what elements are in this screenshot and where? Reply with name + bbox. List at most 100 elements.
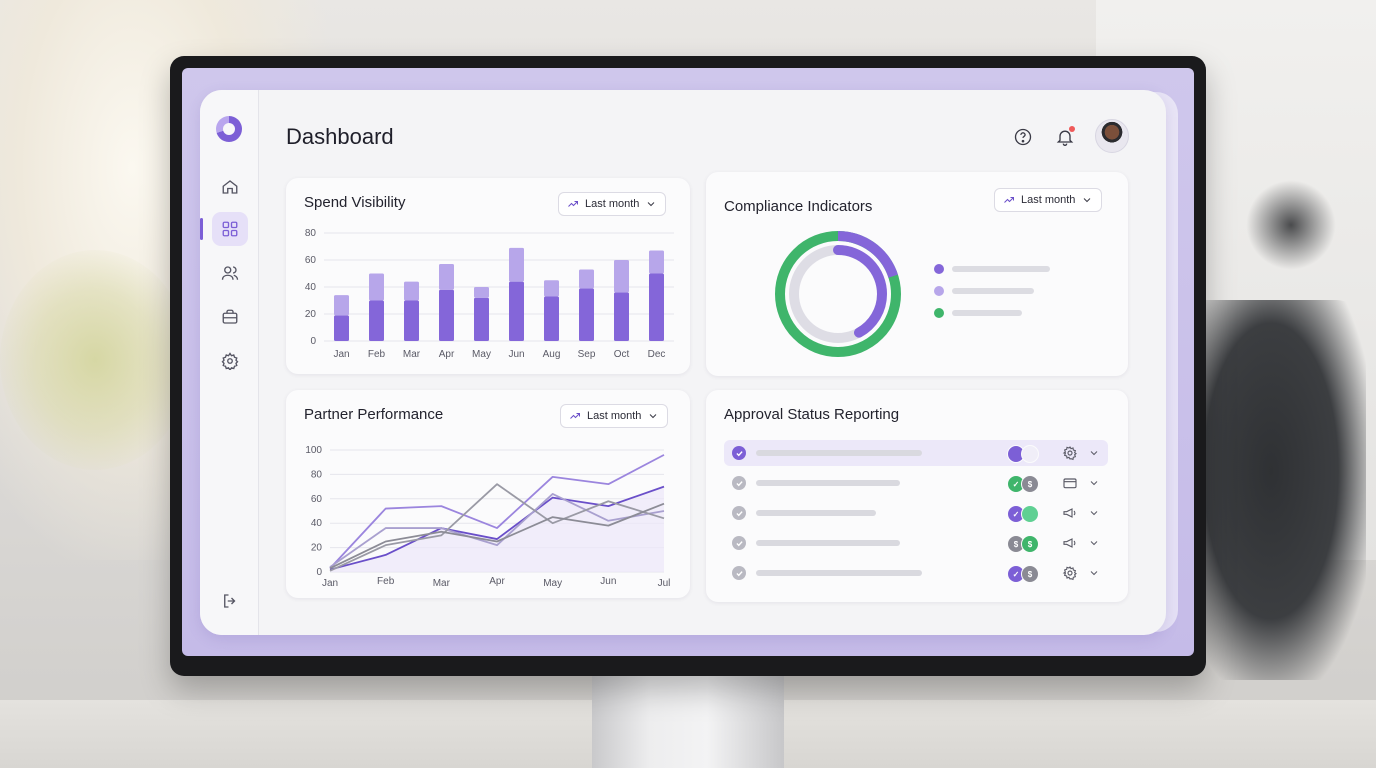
row-placeholder-bar bbox=[756, 450, 922, 456]
x-tick-label: Mar bbox=[403, 349, 421, 360]
x-tick-label: Aug bbox=[543, 349, 561, 360]
bar bbox=[649, 273, 664, 341]
legend-item bbox=[934, 264, 1050, 274]
series-line bbox=[329, 493, 665, 568]
approval-row[interactable]: ✓ bbox=[724, 500, 1108, 526]
y-tick-label: 40 bbox=[305, 282, 317, 293]
chevron-down-icon[interactable] bbox=[1088, 567, 1100, 579]
x-tick-label: Dec bbox=[648, 349, 666, 360]
row-placeholder-bar bbox=[756, 510, 876, 516]
row-placeholder-bar bbox=[756, 540, 900, 546]
checkmark-icon[interactable] bbox=[732, 536, 746, 550]
approval-row[interactable]: ✓ $ bbox=[724, 470, 1108, 496]
active-nav-indicator bbox=[200, 218, 203, 240]
x-tick-label: Feb bbox=[377, 576, 395, 587]
avatar[interactable] bbox=[1095, 119, 1129, 153]
x-tick-label: Jun bbox=[508, 349, 524, 360]
monitor-screen: Dashboard Spend Visibility Last month 0 2… bbox=[182, 68, 1194, 656]
home-icon[interactable] bbox=[212, 170, 248, 204]
series-line bbox=[329, 454, 665, 569]
megaphone-icon[interactable] bbox=[1062, 535, 1078, 551]
bar bbox=[369, 273, 384, 301]
approval-row[interactable]: ✓ $ bbox=[724, 560, 1108, 586]
background-lamp bbox=[1246, 180, 1336, 270]
compliance-donut-chart bbox=[775, 231, 901, 357]
page-title: Dashboard bbox=[286, 124, 394, 149]
approval-status-card: Approval Status Reporting ✓ $ ✓ $ $ ✓ $ bbox=[706, 390, 1128, 602]
outer-ring-accent bbox=[775, 231, 901, 357]
legend-dot bbox=[934, 264, 944, 274]
chevron-down-icon[interactable] bbox=[1088, 537, 1100, 549]
status-badge-icon: $ bbox=[1021, 535, 1039, 553]
status-badges bbox=[1007, 445, 1039, 463]
checkmark-icon[interactable] bbox=[732, 446, 746, 460]
x-tick-label: Jan bbox=[322, 578, 338, 589]
compliance-card: Compliance Indicators Last month bbox=[706, 172, 1128, 376]
partner-performance-card: Partner Performance Last month 0 20 40 60 80… bbox=[286, 390, 690, 598]
settings-gear-icon[interactable] bbox=[1062, 445, 1078, 461]
status-badge-icon bbox=[1021, 445, 1039, 463]
dashboard-grid-icon[interactable] bbox=[212, 212, 248, 246]
approval-row[interactable]: $ $ bbox=[724, 530, 1108, 556]
status-badges: ✓ $ bbox=[1007, 565, 1039, 583]
dashboard-app: Dashboard Spend Visibility Last month 0 2… bbox=[200, 90, 1166, 635]
y-tick-label: 80 bbox=[305, 228, 317, 239]
series-line bbox=[329, 483, 665, 572]
y-tick-label: 20 bbox=[311, 543, 323, 554]
checkmark-icon[interactable] bbox=[732, 506, 746, 520]
settings-gear-icon[interactable] bbox=[212, 344, 248, 378]
y-tick-label: 60 bbox=[305, 255, 317, 266]
help-icon[interactable] bbox=[1012, 126, 1034, 148]
chevron-down-icon[interactable] bbox=[1088, 447, 1100, 459]
partner-performance-title: Partner Performance bbox=[304, 406, 444, 423]
status-badges: ✓ $ bbox=[1007, 475, 1039, 493]
y-tick-label: 0 bbox=[316, 567, 322, 578]
legend-placeholder-bar bbox=[952, 266, 1050, 272]
settings-gear-icon[interactable] bbox=[1062, 565, 1078, 581]
x-tick-label: Apr bbox=[439, 349, 455, 360]
bar bbox=[509, 247, 524, 282]
chevron-down-icon[interactable] bbox=[1088, 507, 1100, 519]
logout-icon[interactable] bbox=[212, 584, 248, 618]
x-tick-label: Oct bbox=[614, 349, 630, 360]
chevron-down-icon[interactable] bbox=[1088, 477, 1100, 489]
checkmark-icon[interactable] bbox=[732, 566, 746, 580]
chevron-down-icon bbox=[650, 414, 657, 419]
bar bbox=[544, 280, 559, 297]
approval-row[interactable] bbox=[724, 440, 1108, 466]
main-content: Dashboard Spend Visibility Last month 0 2… bbox=[258, 90, 1166, 635]
compliance-period-dropdown[interactable]: Last month bbox=[994, 188, 1103, 212]
x-tick-label: May bbox=[472, 349, 491, 360]
sidebar bbox=[200, 90, 259, 635]
bell-icon[interactable] bbox=[1054, 126, 1076, 148]
y-tick-label: 0 bbox=[310, 336, 316, 347]
x-tick-label: Jan bbox=[333, 349, 349, 360]
approval-status-title: Approval Status Reporting bbox=[724, 406, 900, 423]
megaphone-icon[interactable] bbox=[1062, 505, 1078, 521]
x-tick-label: Apr bbox=[489, 576, 505, 587]
background-plant bbox=[0, 250, 190, 470]
bar bbox=[614, 260, 629, 293]
checkmark-icon[interactable] bbox=[732, 476, 746, 490]
spend-visibility-title: Spend Visibility bbox=[304, 194, 406, 211]
legend-placeholder-bar bbox=[952, 310, 1022, 316]
legend-item bbox=[934, 286, 1034, 296]
briefcase-icon[interactable] bbox=[212, 300, 248, 334]
legend-dot bbox=[934, 308, 944, 318]
bar bbox=[474, 287, 489, 298]
legend-dot bbox=[934, 286, 944, 296]
bar bbox=[544, 296, 559, 341]
chevron-down-icon bbox=[1084, 198, 1091, 203]
status-badge-icon: $ bbox=[1021, 565, 1039, 583]
bar bbox=[334, 295, 349, 316]
y-tick-label: 60 bbox=[311, 494, 323, 505]
spend-period-dropdown[interactable]: Last month bbox=[558, 192, 667, 216]
status-badges: ✓ bbox=[1007, 505, 1039, 523]
wallet-icon[interactable] bbox=[1062, 475, 1078, 491]
legend-item bbox=[934, 308, 1022, 318]
y-tick-label: 80 bbox=[311, 469, 323, 480]
users-icon[interactable] bbox=[212, 256, 248, 290]
partner-period-dropdown[interactable]: Last month bbox=[560, 404, 669, 428]
bar bbox=[614, 292, 629, 341]
status-badge-icon bbox=[1021, 505, 1039, 523]
